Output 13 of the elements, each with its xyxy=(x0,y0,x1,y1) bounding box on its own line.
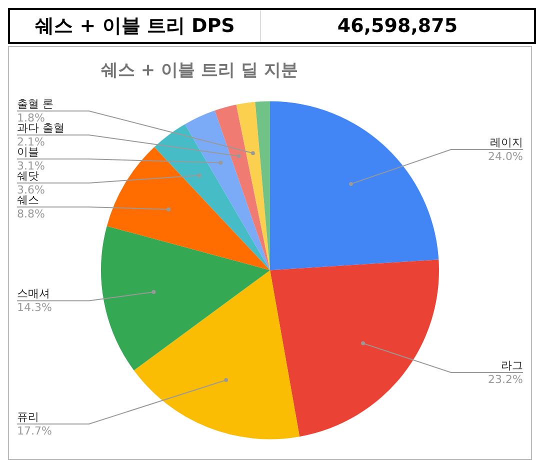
data-label: 17.7% xyxy=(17,424,52,438)
text: 쉐스 + 이블 트리 DPS xyxy=(34,14,236,39)
data-label: 8.8% xyxy=(17,207,45,220)
slice-label: 레이지 xyxy=(490,136,523,149)
data-label: 24.0% xyxy=(488,150,523,163)
text: 46,598,875 xyxy=(260,10,534,42)
slice-label: 라그 xyxy=(501,358,523,372)
slice-label: 퓨리 xyxy=(17,410,39,424)
slice-label: 출혈 론 xyxy=(17,97,54,110)
data-label: 14.3% xyxy=(17,301,52,314)
data-label: 23.2% xyxy=(488,372,523,386)
chart-title: 쉐스 + 이블 트리 딜 지분 xyxy=(101,60,298,81)
slice-label: 스매셔 xyxy=(17,287,50,300)
